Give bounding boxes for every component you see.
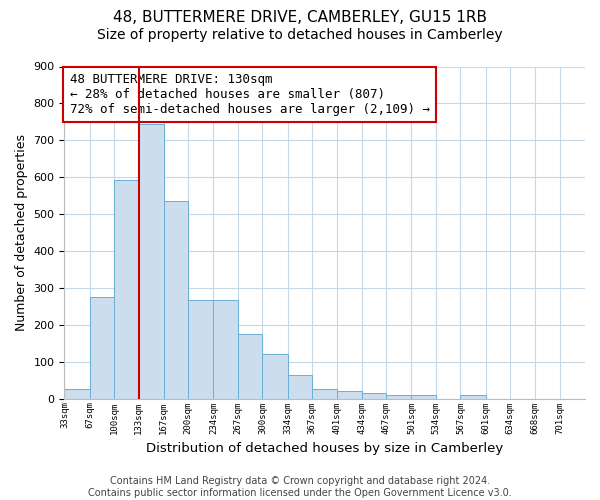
- Bar: [139, 124, 164, 398]
- Text: 48, BUTTERMERE DRIVE, CAMBERLEY, GU15 1RB: 48, BUTTERMERE DRIVE, CAMBERLEY, GU15 1R…: [113, 10, 487, 25]
- Bar: [89, 297, 114, 398]
- Bar: [386, 395, 412, 398]
- Bar: [164, 201, 188, 398]
- X-axis label: Distribution of detached houses by size in Camberley: Distribution of detached houses by size …: [146, 442, 503, 455]
- Text: Contains HM Land Registry data © Crown copyright and database right 2024.
Contai: Contains HM Land Registry data © Crown c…: [88, 476, 512, 498]
- Bar: [262, 354, 287, 399]
- Bar: [188, 300, 214, 398]
- Y-axis label: Number of detached properties: Number of detached properties: [15, 134, 28, 331]
- Bar: [362, 393, 386, 398]
- Bar: [64, 388, 89, 398]
- Bar: [337, 392, 362, 398]
- Bar: [412, 395, 436, 398]
- Bar: [214, 300, 238, 398]
- Bar: [312, 390, 337, 398]
- Text: Size of property relative to detached houses in Camberley: Size of property relative to detached ho…: [97, 28, 503, 42]
- Bar: [460, 395, 485, 398]
- Bar: [287, 374, 312, 398]
- Bar: [238, 334, 262, 398]
- Text: 48 BUTTERMERE DRIVE: 130sqm
← 28% of detached houses are smaller (807)
72% of se: 48 BUTTERMERE DRIVE: 130sqm ← 28% of det…: [70, 73, 430, 116]
- Bar: [114, 180, 139, 398]
